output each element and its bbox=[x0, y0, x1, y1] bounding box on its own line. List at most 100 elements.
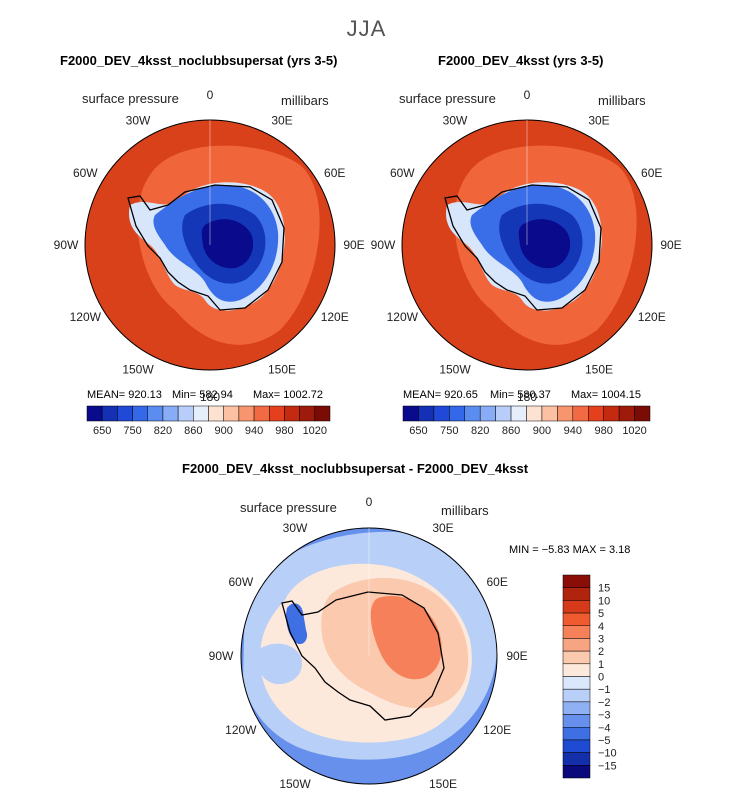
p2-lon-label-180: 180 bbox=[517, 390, 537, 404]
p1-lon-label-30e: 30E bbox=[271, 113, 292, 127]
p3-cbar-tick-label: −5 bbox=[598, 735, 611, 747]
p1-cbar-swatch bbox=[102, 406, 117, 421]
p1-cbar-tick-label: 980 bbox=[275, 425, 293, 437]
p1-lon-label-90e: 90E bbox=[343, 238, 364, 252]
p2-cbar-swatch bbox=[480, 406, 495, 421]
p1-cbar-tick-label: 900 bbox=[215, 425, 233, 437]
p2-cbar-swatch bbox=[511, 406, 526, 421]
p3-cbar-tick-label: 5 bbox=[598, 608, 604, 620]
p2-cbar-swatch bbox=[496, 406, 511, 421]
p2-lon-label-30e: 30E bbox=[588, 113, 609, 127]
p2-lon-label-120e: 120E bbox=[638, 310, 666, 324]
panel-2-map bbox=[397, 115, 657, 375]
p1-cbar-swatch bbox=[87, 406, 102, 421]
p1-cbar-tick-label: 860 bbox=[184, 425, 202, 437]
p1-cbar-swatch bbox=[224, 406, 239, 421]
p2-lon-label-0: 0 bbox=[524, 88, 531, 102]
p1-lon-label-120e: 120E bbox=[321, 310, 349, 324]
p2-cbar-tick-label: 940 bbox=[564, 425, 582, 437]
p3-cbar-swatch bbox=[563, 664, 590, 677]
p2-lon-label-60w: 60W bbox=[390, 166, 415, 180]
p2-cbar-swatch bbox=[619, 406, 634, 421]
p2-lon-label-150e: 150E bbox=[585, 363, 613, 377]
p1-cbar-tick-label: 650 bbox=[93, 425, 111, 437]
p1-cbar-swatch bbox=[117, 406, 132, 421]
p3-cbar-swatch bbox=[563, 613, 590, 626]
p1-cbar-swatch bbox=[300, 406, 315, 421]
p3-lon-label-0: 0 bbox=[366, 495, 373, 509]
p1-lon-label-0: 0 bbox=[207, 88, 214, 102]
p1-cbar-swatch bbox=[239, 406, 254, 421]
p1-cbar-swatch bbox=[148, 406, 163, 421]
p2-cbar-swatch bbox=[527, 406, 542, 421]
p2-cbar-swatch bbox=[635, 406, 650, 421]
p2-lon-label-150w: 150W bbox=[439, 363, 471, 377]
p3-cbar-swatch bbox=[563, 638, 590, 651]
p2-cbar-swatch bbox=[557, 406, 572, 421]
p3-cbar-swatch bbox=[563, 715, 590, 728]
p3-cbar-swatch bbox=[563, 689, 590, 702]
p3-cbar-tick-label: 1 bbox=[598, 659, 604, 671]
p2-lon-label-90w: 90W bbox=[371, 238, 396, 252]
panel-3-map bbox=[236, 523, 502, 789]
p3-cbar-swatch bbox=[563, 753, 590, 766]
p1-lon-label-150w: 150W bbox=[122, 363, 154, 377]
p3-cbar-tick-label: 15 bbox=[598, 583, 610, 595]
p3-cbar-swatch bbox=[563, 727, 590, 740]
p1-cbar-tick-label: 750 bbox=[123, 425, 141, 437]
p1-cbar-swatch bbox=[284, 406, 299, 421]
p1-cbar-swatch bbox=[315, 406, 330, 421]
p3-cbar-tick-label: −10 bbox=[598, 748, 617, 760]
p3-lon-label-30e: 30E bbox=[432, 521, 453, 535]
panel-2-colorbar: 650 750 820 860 900 940 980 1020 bbox=[403, 406, 650, 437]
p1-lon-label-120w: 120W bbox=[70, 310, 102, 324]
p3-cbar-tick-label: 0 bbox=[598, 672, 604, 684]
p2-cbar-tick-label: 860 bbox=[502, 425, 520, 437]
p3-cbar-swatch bbox=[563, 626, 590, 639]
p2-lon-label-60e: 60E bbox=[641, 166, 662, 180]
p3-lon-label-90w: 90W bbox=[209, 649, 234, 663]
p3-cbar-swatch bbox=[563, 651, 590, 664]
p2-cbar-tick-label: 980 bbox=[595, 425, 613, 437]
p3-cbar-tick-label: −2 bbox=[598, 697, 611, 709]
p3-cbar-swatch bbox=[563, 740, 590, 753]
p3-cbar-tick-label: −1 bbox=[598, 684, 611, 696]
p2-cbar-tick-label: 650 bbox=[409, 425, 427, 437]
p2-cbar-swatch bbox=[434, 406, 449, 421]
p3-cbar-tick-label: −3 bbox=[598, 710, 611, 722]
p1-lon-label-60w: 60W bbox=[73, 166, 98, 180]
p1-lon-label-30w: 30W bbox=[126, 113, 151, 127]
p3-cbar-tick-label: −4 bbox=[598, 722, 611, 734]
p3-lon-label-150w: 150W bbox=[279, 777, 311, 791]
p1-cbar-tick-label: 1020 bbox=[303, 425, 327, 437]
p1-lon-label-150e: 150E bbox=[268, 363, 296, 377]
panel-1-map bbox=[80, 115, 340, 375]
p1-lon-label-60e: 60E bbox=[324, 166, 345, 180]
p3-lon-label-30w: 30W bbox=[283, 521, 308, 535]
p3-cbar-swatch bbox=[563, 765, 590, 778]
p3-cbar-swatch bbox=[563, 677, 590, 690]
p1-cbar-swatch bbox=[133, 406, 148, 421]
p2-cbar-tick-label: 900 bbox=[533, 425, 551, 437]
p3-cbar-swatch bbox=[563, 702, 590, 715]
p1-cbar-swatch bbox=[178, 406, 193, 421]
p1-lon-label-180: 180 bbox=[200, 390, 220, 404]
p2-lon-label-90e: 90E bbox=[660, 238, 681, 252]
p1-cbar-tick-label: 940 bbox=[245, 425, 263, 437]
p2-lon-label-30w: 30W bbox=[443, 113, 468, 127]
p1-lon-label-90w: 90W bbox=[54, 238, 79, 252]
panel-1-colorbar: 650 750 820 860 900 940 980 1020 bbox=[87, 406, 330, 437]
p3-cbar-tick-label: 3 bbox=[598, 633, 604, 645]
p2-cbar-tick-label: 820 bbox=[471, 425, 489, 437]
p2-cbar-tick-label: 750 bbox=[440, 425, 458, 437]
figure-canvas: 0 30E 60E 90E 120E 150E 180 150W 120W 90W 60W 30W 0 3… bbox=[0, 0, 733, 798]
p2-cbar-swatch bbox=[542, 406, 557, 421]
p2-lon-label-120w: 120W bbox=[387, 310, 419, 324]
p1-cbar-swatch bbox=[254, 406, 269, 421]
p1-cbar-swatch bbox=[269, 406, 284, 421]
p2-cbar-tick-label: 1020 bbox=[622, 425, 646, 437]
p2-cbar-swatch bbox=[418, 406, 433, 421]
p3-cbar-swatch bbox=[563, 600, 590, 613]
p1-cbar-tick-label: 820 bbox=[154, 425, 172, 437]
p3-lon-label-60w: 60W bbox=[228, 575, 253, 589]
